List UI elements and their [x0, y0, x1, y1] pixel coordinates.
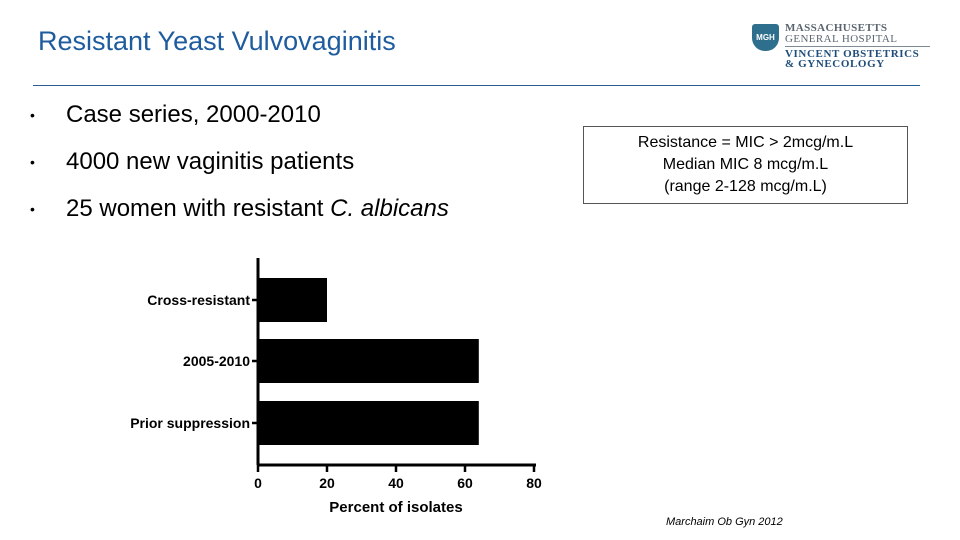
bullet-italic-text: C. albicans: [330, 195, 449, 222]
logo-line-3: VINCENT OBSTETRICS: [785, 48, 920, 60]
callout-line: Median MIC 8 mcg/m.L: [662, 156, 829, 173]
callout-line: (range 2-128 mcg/m.L): [664, 178, 827, 195]
bar: [258, 339, 479, 383]
title-divider: [33, 85, 920, 86]
x-tick-label: 80: [526, 475, 542, 491]
x-tick-label: 20: [319, 475, 335, 491]
bullet-icon: •: [30, 107, 35, 123]
x-tick-label: 0: [254, 475, 262, 491]
bullet-item: • 25 women with resistant C. albicans: [30, 192, 449, 239]
bullet-item: • 4000 new vaginitis patients: [30, 145, 449, 192]
bullet-text: Case series, 2000-2010: [66, 101, 321, 128]
bullet-list: • Case series, 2000-2010 • 4000 new vagi…: [30, 98, 449, 239]
bar: [258, 401, 479, 445]
callout-line: Resistance = MIC > 2mcg/m.L: [637, 134, 854, 151]
logo-line-4: & GYNECOLOGY: [785, 58, 885, 70]
category-label: 2005-2010: [183, 353, 250, 369]
category-label: Cross-resistant: [147, 292, 250, 308]
bullet-item: • Case series, 2000-2010: [30, 98, 449, 145]
bullet-icon: •: [30, 201, 35, 217]
bullet-text: 4000 new vaginitis patients: [66, 148, 355, 175]
category-label: Prior suppression: [130, 415, 250, 431]
x-tick-label: 40: [388, 475, 404, 491]
logo-line-1: MASSACHUSETTS: [785, 22, 888, 34]
mgh-seal-icon: MGH: [752, 24, 779, 51]
logo-line-2: GENERAL HOSPITAL: [785, 33, 898, 45]
logo-divider: [785, 46, 930, 47]
bar: [258, 278, 327, 322]
bullet-text: 25 women with resistant: [66, 195, 331, 222]
bar-chart: Cross-resistant 2005-2010 Prior suppressio…: [130, 258, 542, 516]
mic-callout-box: Resistance = MIC > 2mcg/m.L Median MIC 8…: [583, 126, 908, 204]
citation: Marchaim Ob Gyn 2012: [666, 516, 783, 528]
x-axis-title: Percent of isolates: [329, 499, 462, 516]
x-tick-label: 60: [457, 475, 473, 491]
slide-title: Resistant Yeast Vulvovaginitis: [38, 26, 396, 56]
hospital-logo: MGH MASSACHUSETTS GENERAL HOSPITAL VINCE…: [752, 22, 930, 70]
bullet-icon: •: [30, 154, 35, 170]
